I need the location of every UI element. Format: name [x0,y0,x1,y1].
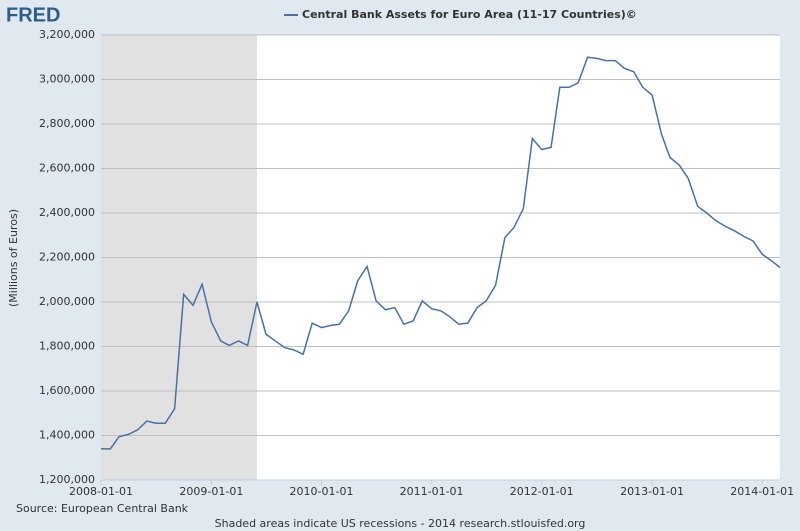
x-tick-label: 2009-01-01 [179,485,243,498]
y-axis-label: (Millions of Euros) [7,209,20,307]
y-tick-label: 1,200,000 [39,473,95,486]
x-tick-label: 2013-01-01 [620,485,684,498]
y-tick-label: 1,600,000 [39,384,95,397]
x-tick-label: 2010-01-01 [290,485,354,498]
y-tick-label: 2,800,000 [39,117,95,130]
x-tick-label: 2008-01-01 [69,485,133,498]
x-tick-label: 2012-01-01 [510,485,574,498]
x-tick-label: 2011-01-01 [400,485,464,498]
y-tick-label: 3,200,000 [39,28,95,41]
logo: FRED [6,4,60,26]
y-tick-label: 3,000,000 [39,73,95,86]
y-tick-label: 2,600,000 [39,162,95,175]
source: Source: European Central Bank [16,502,189,515]
y-tick-label: 2,400,000 [39,206,95,219]
x-tick-label: 2014-01-01 [730,485,794,498]
y-tick-label: 1,400,000 [39,429,95,442]
y-tick-label: 1,800,000 [39,340,95,353]
data-line [101,56,781,450]
y-tick-label: 2,200,000 [39,251,95,264]
note: Shaded areas indicate US recessions - 20… [215,517,586,530]
legend-label: Central Bank Assets for Euro Area (11-17… [302,8,637,21]
y-tick-label: 2,000,000 [39,295,95,308]
